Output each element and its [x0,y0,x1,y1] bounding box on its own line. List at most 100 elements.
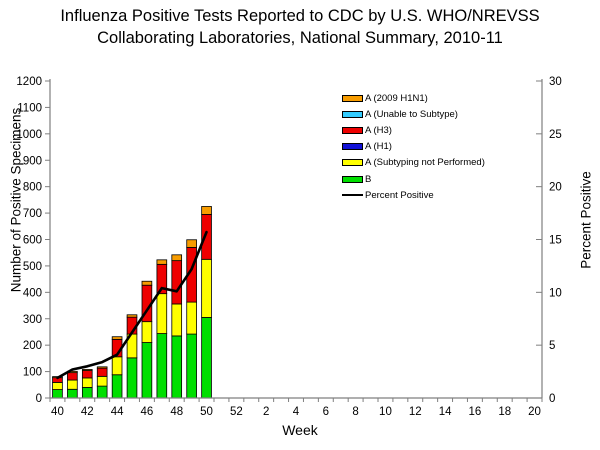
legend-item-label: A (H3) [365,124,392,136]
left-axis-tick-label: 1100 [17,102,42,114]
x-axis-tick-label: 8 [352,406,358,418]
x-axis-tick-label: 46 [141,406,154,418]
bar-segment-week-42 [81,370,93,379]
bar-segment-week-42 [81,387,93,399]
bar-segment-week-43 [96,375,108,387]
legend-item: A (Unable to Subtype) [342,106,485,122]
chart-title: Influenza Positive Tests Reported to CDC… [0,5,600,49]
legend-item-label: Percent Positive [365,189,434,201]
right-axis-tick-label: 20 [549,182,562,194]
bar-segment-week-50 [201,214,212,260]
left-axis-tick-label: 900 [23,155,42,167]
legend-swatch-icon [342,126,363,134]
bar-segment-week-50 [201,258,212,318]
right-axis-tick-label: 10 [549,287,562,299]
bar-segment-week-49 [186,239,197,248]
bar-segment-week-47 [156,259,168,265]
legend-item-label: B [365,173,372,185]
legend-item-label: A (2009 H1N1) [365,92,428,104]
left-axis-tick-label: 200 [23,340,42,352]
bar-segment-week-46 [141,342,153,399]
bar-segment-week-41 [67,388,78,399]
left-axis-tick-label: 600 [23,235,42,247]
left-axis-tick-label: 400 [23,287,42,299]
bar-segment-week-48 [171,335,183,399]
legend-item-label: A (Subtyping not Performed) [365,157,485,169]
bar-segment-week-47 [156,293,168,334]
bar-segment-week-49 [186,333,197,399]
right-axis-tick-label: 5 [549,340,555,352]
left-axis-tick-label: 300 [23,314,42,326]
x-axis-title: Week [282,422,318,438]
bar-segment-week-44 [111,356,123,376]
bar-segment-week-46 [141,280,153,286]
x-axis-tick-label: 48 [170,406,183,418]
chart-legend: A (2009 H1N1) A (Unable to Subtype) A (H3)… [342,90,485,203]
bar-segment-week-43 [96,385,108,399]
bar-segment-week-43 [96,366,108,369]
x-axis-tick-label: 12 [409,406,422,418]
left-axis-title: Number of Positive Specimens [8,107,24,293]
legend-swatch-icon [342,143,363,151]
bar-segment-week-48 [171,260,183,305]
legend-swatch-icon [342,94,363,102]
x-axis-tick-label: 14 [439,406,452,418]
left-axis-tick-label: 0 [36,393,42,405]
x-axis-tick-label: 6 [323,406,329,418]
x-axis-tick-label: 18 [498,406,511,418]
bar-segment-week-48 [171,254,183,262]
legend-item: A (Subtyping not Performed) [342,155,485,171]
bar-segment-week-45 [126,357,138,399]
legend-item: A (H3) [342,122,485,138]
legend-item: A (2009 H1N1) [342,90,485,106]
bar-segment-week-40 [52,382,63,390]
legend-swatch-icon [342,110,363,118]
bar-segment-week-50 [201,317,212,399]
right-axis-tick-label: 0 [549,393,555,405]
bar-segment-week-43 [96,367,108,377]
bar-segment-week-40 [52,389,63,399]
left-axis-tick-label: 700 [23,208,42,220]
right-axis-tick-label: 30 [549,76,562,88]
bar-segment-week-46 [141,321,153,343]
bar-segment-week-41 [67,379,78,390]
bar-segment-week-42 [81,377,93,388]
legend-line-icon [342,194,363,197]
x-axis-tick-label: 42 [81,406,94,418]
x-axis-tick-label: 2 [263,406,269,418]
x-axis-tick-label: 10 [379,406,392,418]
left-axis-tick-label: 500 [23,261,42,273]
right-axis-title: Percent Positive [578,171,594,269]
left-axis-tick-label: 1000 [16,129,42,141]
left-axis-tick-label: 1200 [16,76,42,88]
x-axis-tick-label: 40 [51,406,64,418]
legend-item: Percent Positive [342,187,485,203]
x-axis-tick-label: 44 [111,406,124,418]
percent-positive-line [56,230,208,380]
left-axis-tick-label: 100 [23,367,42,379]
bar-segment-week-48 [171,303,183,337]
legend-item-label: A (Unable to Subtype) [365,108,458,120]
legend-item: B [342,171,485,187]
bar-segment-week-44 [111,374,123,399]
bar-segment-week-44 [111,336,123,340]
bar-segment-week-45 [126,314,138,318]
x-axis-tick-label: 20 [528,406,541,418]
x-axis-tick-label: 16 [469,406,482,418]
bar-segment-week-42 [81,369,93,371]
x-axis-tick-label: 52 [230,406,243,418]
right-axis-tick-label: 15 [549,235,562,247]
bar-segment-week-41 [67,372,78,381]
chart-title-line2: Collaborating Laboratories, National Sum… [97,29,503,47]
bar-segment-week-47 [156,333,168,399]
right-axis-tick-label: 25 [549,129,562,141]
bar-segment-week-50 [201,206,212,215]
legend-swatch-icon [342,175,363,183]
legend-item: A (H1) [342,139,485,155]
legend-item-label: A (H1) [365,141,392,153]
x-axis-tick-label: 4 [293,406,300,418]
left-axis-tick-label: 800 [23,182,42,194]
bar-segment-week-49 [186,301,197,335]
